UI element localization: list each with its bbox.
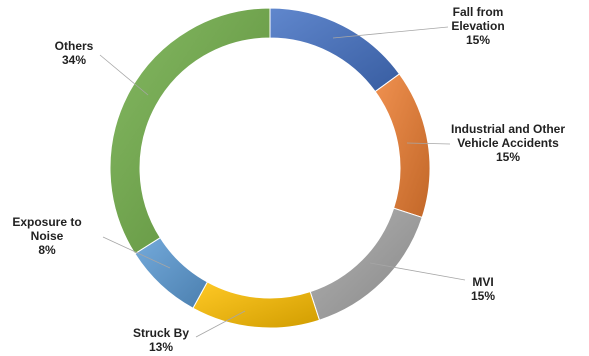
leader-line xyxy=(195,310,246,338)
donut-slices xyxy=(109,7,431,329)
leader-line xyxy=(99,54,149,96)
data-labels: Fall from Elevation 15%Industrial and Othe… xyxy=(12,5,565,354)
data-label-category: Industrial and Other xyxy=(451,122,565,136)
data-label: MVI 15% xyxy=(471,275,495,303)
data-label-category: Fall from xyxy=(453,5,504,19)
slice-mvi xyxy=(309,207,423,321)
data-label-category: Exposure to xyxy=(12,215,81,229)
leader-line xyxy=(102,236,171,269)
data-label-category: Vehicle Accidents xyxy=(457,136,559,150)
leader-line xyxy=(369,262,466,281)
data-label-percent: 34% xyxy=(62,53,86,67)
slice-industrial-and-other-vehicle-accidents xyxy=(374,73,431,219)
data-label-category: Elevation xyxy=(451,19,504,33)
leader-line xyxy=(332,26,449,39)
data-label-category: Others xyxy=(55,39,94,53)
data-label-category: Noise xyxy=(31,229,64,243)
data-label-percent: 15% xyxy=(471,289,495,303)
data-label: Industrial and Other Vehicle Accidents 15% xyxy=(451,122,565,164)
data-label-percent: 15% xyxy=(496,150,520,164)
slice-others xyxy=(109,7,271,255)
leader-line xyxy=(406,142,451,145)
data-label: Exposure to Noise 8% xyxy=(12,215,81,257)
data-label: Fall from Elevation 15% xyxy=(451,5,504,47)
slice-fall-from-elevation xyxy=(269,7,401,93)
slice-exposure-to-noise xyxy=(134,236,209,309)
slice-struck-by xyxy=(192,281,321,329)
data-label-category: Struck By xyxy=(133,326,189,340)
data-label-percent: 8% xyxy=(38,243,56,257)
data-label-percent: 15% xyxy=(466,33,490,47)
data-label-percent: 13% xyxy=(149,340,173,354)
data-label: Struck By 13% xyxy=(133,326,189,354)
data-label: Others 34% xyxy=(55,39,94,67)
data-label-category: MVI xyxy=(472,275,493,289)
leader-lines xyxy=(99,26,466,338)
